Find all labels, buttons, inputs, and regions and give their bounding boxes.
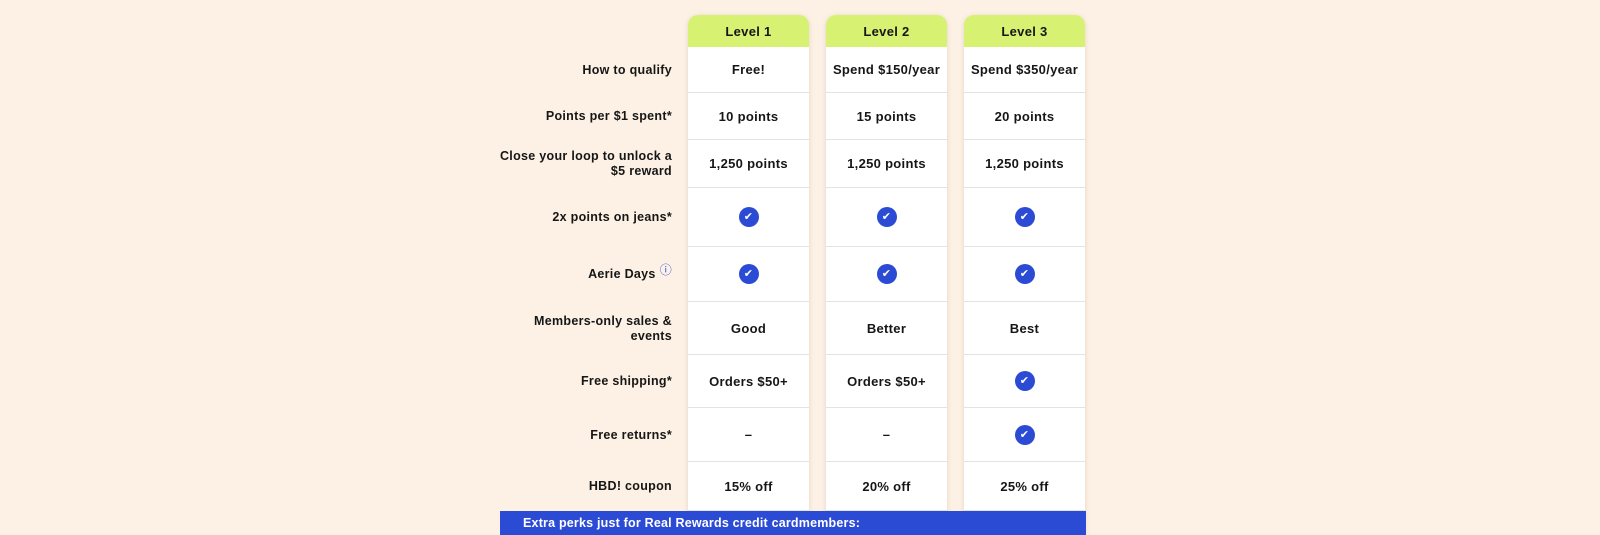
table-cell: 15 points (826, 93, 947, 140)
cardmember-perks-banner: Extra perks just for Real Rewards credit… (500, 511, 1086, 535)
tier-card-level-2: Spend $150/year 15 points 1,250 points ✔… (826, 47, 947, 535)
check-icon: ✔ (1014, 371, 1035, 391)
table-cell: Orders $50+ (688, 355, 809, 408)
row-label-text: Free shipping* (580, 374, 672, 388)
table-cell: ✔ (688, 188, 809, 247)
row-label-free-returns: Free returns* (400, 408, 672, 462)
row-labels-column: How to qualify Points per $1 spent* Clos… (400, 47, 672, 511)
row-label-text: Close your loop to unlock a $5 reward (499, 149, 672, 178)
tier-column-level-3: Level 3 Spend $350/year 20 points 1,250 … (964, 15, 1085, 535)
check-icon: ✔ (1014, 424, 1035, 445)
table-cell: – (688, 408, 809, 462)
row-label-text: Points per $1 spent* (545, 109, 672, 123)
check-icon: ✔ (738, 264, 759, 284)
row-label-text: How to qualify (582, 62, 672, 77)
row-label-2x-points-jeans: 2x points on jeans* (400, 188, 672, 247)
table-cell: Better (826, 302, 947, 355)
tier-card-level-1: Free! 10 points 1,250 points ✔ ✔ Good Or… (688, 47, 809, 535)
check-icon: ✔ (1014, 264, 1035, 284)
table-cell: ✔ (964, 188, 1085, 247)
table-cell: Free! (688, 47, 809, 93)
table-cell: 1,250 points (964, 140, 1085, 188)
row-label-text: HBD! coupon (588, 479, 672, 493)
tier-column-level-1: Level 1 Free! 10 points 1,250 points ✔ ✔… (688, 15, 809, 535)
table-cell: Best (964, 302, 1085, 355)
row-label-members-only-sales: Members-only sales & events (400, 302, 672, 355)
column-header-level-2: Level 2 (826, 15, 947, 47)
table-cell: 1,250 points (826, 140, 947, 188)
table-cell: Spend $350/year (964, 47, 1085, 93)
row-label-text: Free returns* (590, 427, 672, 442)
row-label-points-per-dollar: Points per $1 spent* (400, 93, 672, 140)
row-label-aerie-days: Aerie Days ⓘ (400, 247, 672, 302)
row-label-close-your-loop: Close your loop to unlock a $5 reward (400, 140, 672, 188)
row-label-text: Members-only sales & events (534, 313, 672, 343)
check-icon: ✔ (876, 264, 897, 284)
column-header-level-1: Level 1 (688, 15, 809, 47)
row-label-hbd-coupon: HBD! coupon (400, 462, 672, 511)
info-icon[interactable]: ⓘ (659, 262, 672, 277)
table-cell: ✔ (964, 408, 1085, 462)
table-cell: ✔ (964, 247, 1085, 302)
table-cell: Good (688, 302, 809, 355)
column-header-level-3: Level 3 (964, 15, 1085, 47)
table-cell: ✔ (688, 247, 809, 302)
table-cell: Orders $50+ (826, 355, 947, 408)
table-cell: 15% off (688, 462, 809, 511)
row-label-text: 2x points on jeans* (552, 210, 672, 224)
table-cell: ✔ (826, 188, 947, 247)
row-label-text: Aerie Days (588, 267, 656, 281)
table-cell: Spend $150/year (826, 47, 947, 93)
table-cell: ✔ (826, 247, 947, 302)
tier-column-level-2: Level 2 Spend $150/year 15 points 1,250 … (826, 15, 947, 535)
table-cell: 1,250 points (688, 140, 809, 188)
row-label-free-shipping: Free shipping* (400, 355, 672, 408)
cardmember-perks-banner-text: Extra perks just for Real Rewards credit… (523, 516, 861, 530)
table-cell: 20 points (964, 93, 1085, 140)
check-icon: ✔ (876, 207, 897, 227)
check-icon: ✔ (1014, 207, 1035, 227)
check-icon: ✔ (738, 207, 759, 227)
tier-card-level-3: Spend $350/year 20 points 1,250 points ✔… (964, 47, 1085, 535)
table-cell: ✔ (964, 355, 1085, 408)
row-label-how-to-qualify: How to qualify (400, 47, 672, 93)
table-cell: 25% off (964, 462, 1085, 511)
table-cell: 10 points (688, 93, 809, 140)
table-cell: – (826, 408, 947, 462)
table-cell: 20% off (826, 462, 947, 511)
